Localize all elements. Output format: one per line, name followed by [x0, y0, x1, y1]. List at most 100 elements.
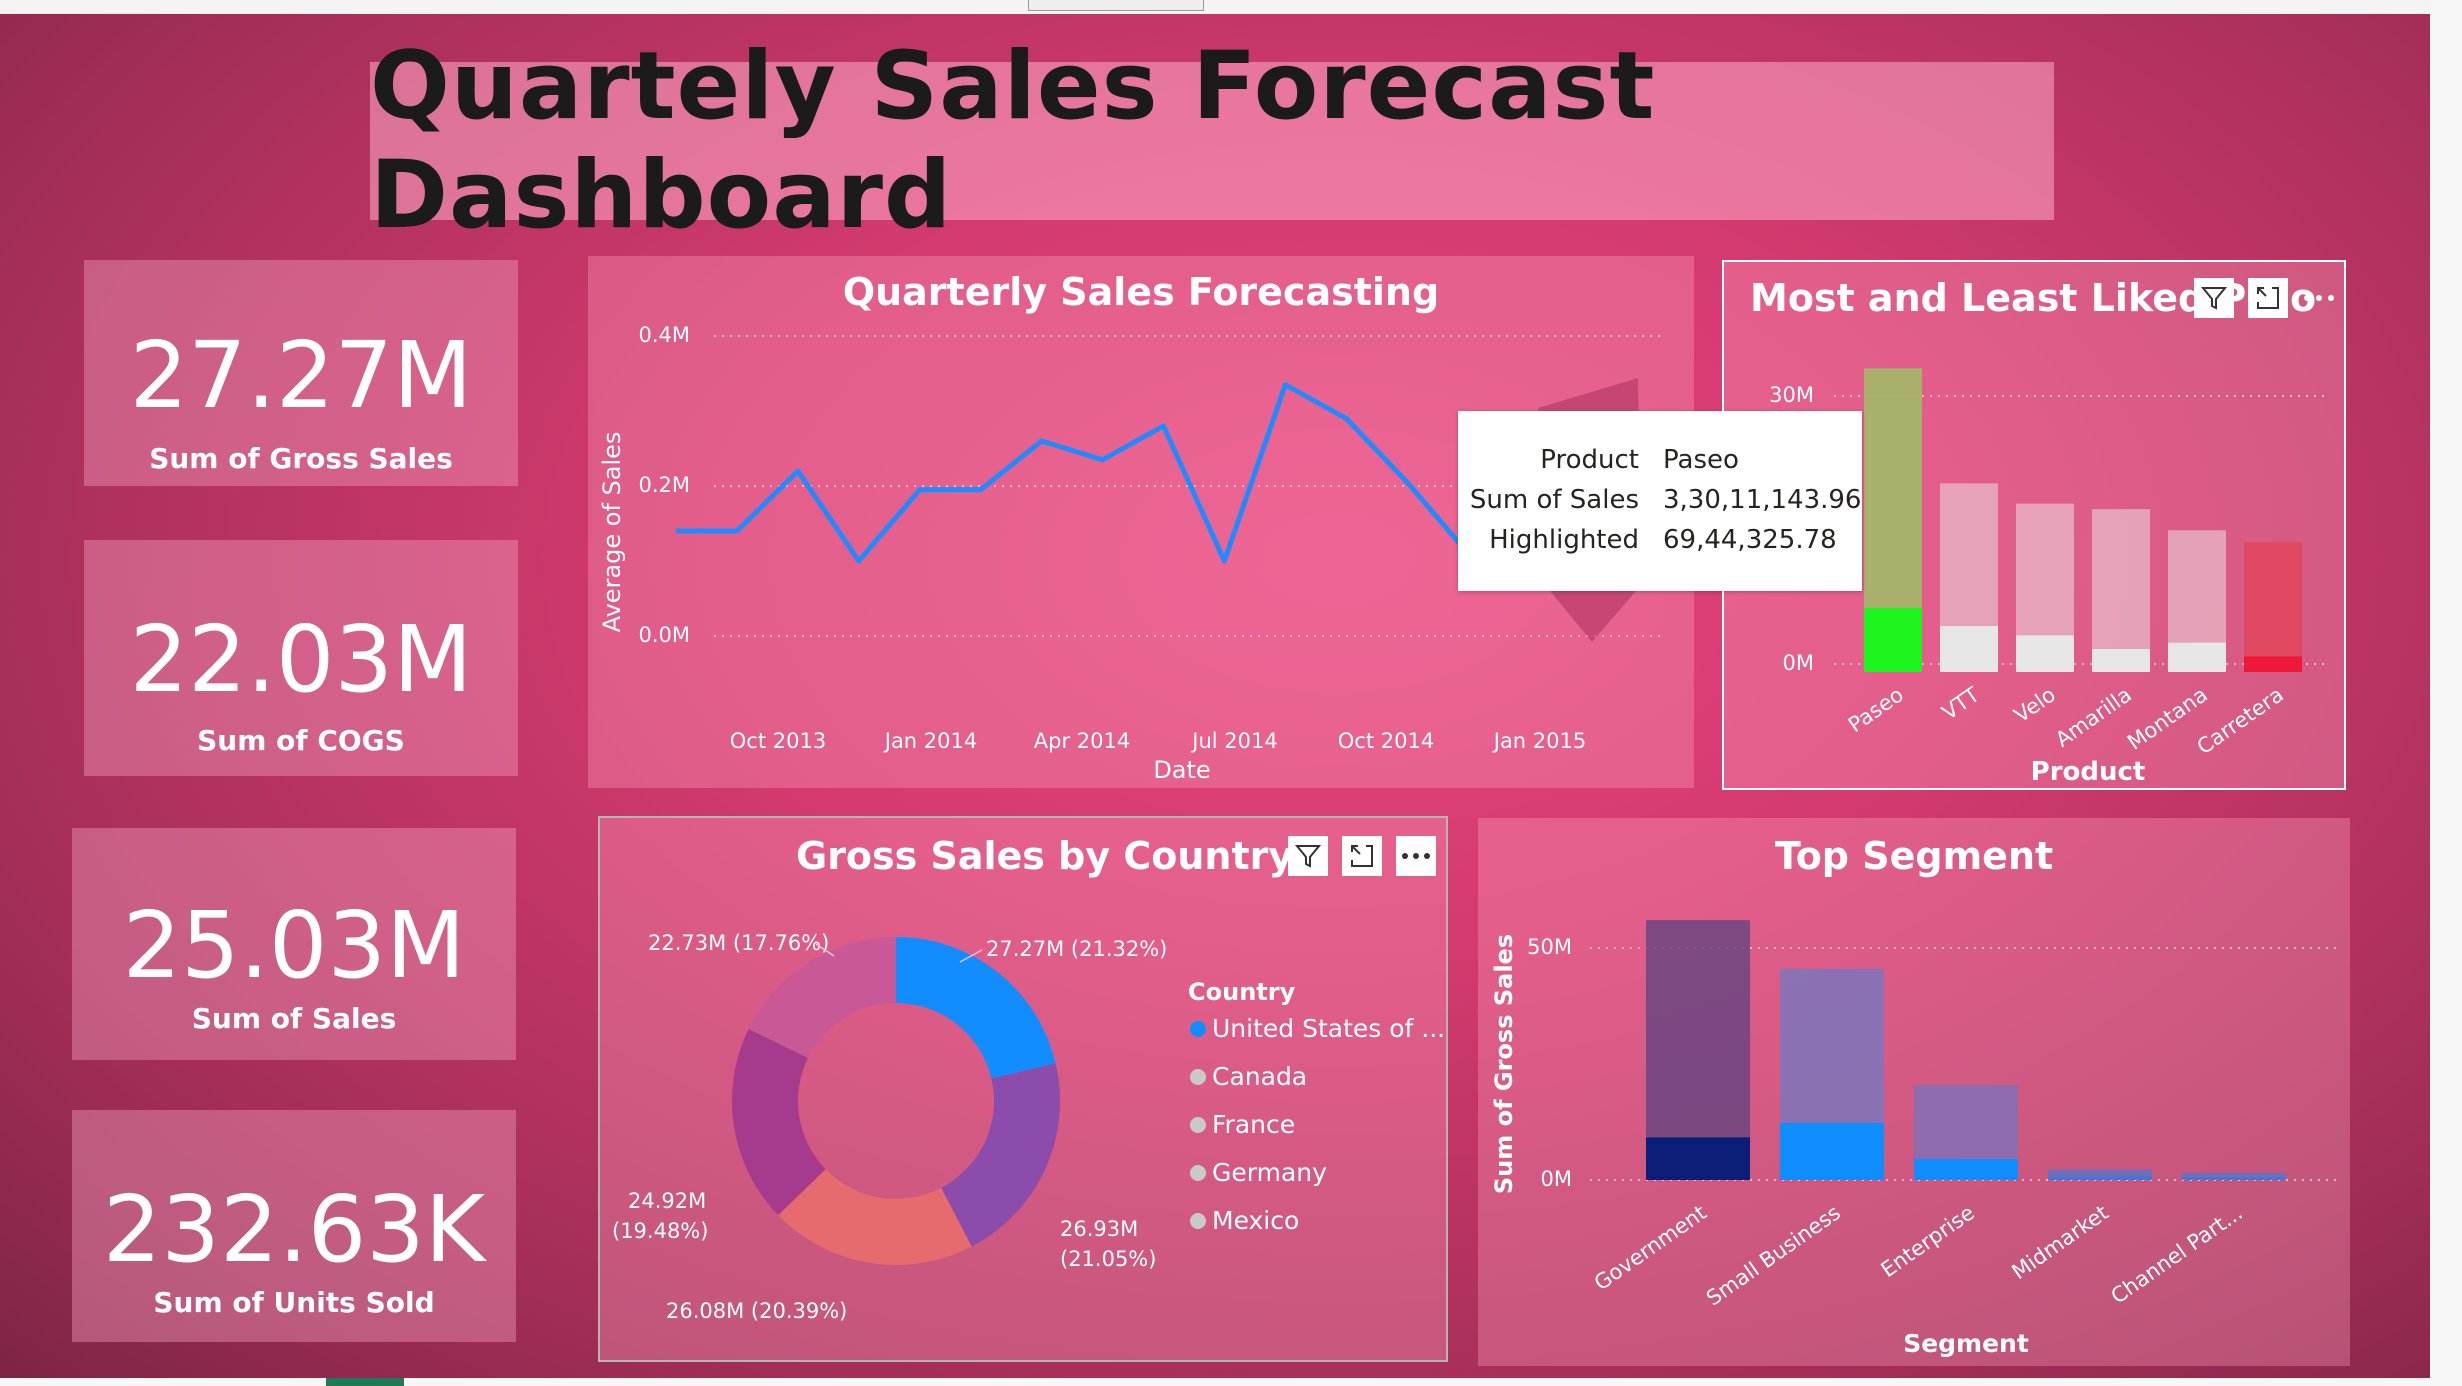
data-label-germany: (21.05%): [1060, 1247, 1156, 1271]
donut-slice: [896, 937, 1056, 1079]
x-tick-label: Channel Part...: [2107, 1200, 2247, 1308]
legend-item-france[interactable]: France: [1190, 1110, 1295, 1139]
leader-line: [815, 943, 835, 957]
filter-button[interactable]: [2194, 278, 2234, 318]
tooltip-value: Paseo: [1663, 445, 1739, 475]
kpi-value: 27.27M: [129, 322, 473, 429]
bar-highlighted: [1646, 1137, 1750, 1180]
status-mark: [326, 1378, 404, 1386]
product-chart-title-tail: o: [2290, 276, 2317, 320]
y-tick-label: 0M: [1783, 651, 1814, 675]
window-top-strip: [0, 0, 2462, 14]
legend-item-canada[interactable]: Canada: [1190, 1062, 1307, 1091]
product-chart-title: Most and Least Liked Pr: [1750, 276, 2265, 320]
segment-chart-title: Top Segment: [1774, 834, 2054, 878]
bar-total: [1646, 920, 1750, 1138]
report-canvas: Quartely Sales Forecast Dashboard 27.27M…: [0, 14, 2430, 1380]
y-tick-label: 0.0M: [638, 623, 690, 647]
more-icon: [2304, 295, 2334, 301]
legend-item-germany[interactable]: Germany: [1190, 1158, 1327, 1187]
tooltip: Product Paseo Sum of Sales 3,30,11,143.9…: [1458, 411, 1862, 591]
kpi-card-cogs[interactable]: 22.03M Sum of COGS: [84, 540, 518, 776]
y-tick-label: 30M: [1769, 383, 1814, 407]
legend-label: Canada: [1212, 1062, 1308, 1091]
line-chart-title: Quarterly Sales Forecasting: [842, 270, 1440, 314]
filter-button[interactable]: [1288, 836, 1328, 876]
x-axis-title: Segment: [1903, 1329, 2029, 1358]
window-tab[interactable]: [1028, 0, 1204, 11]
x-tick-label: Amarilla: [2051, 682, 2136, 751]
legend-dot: [1190, 1164, 1206, 1181]
filter-icon: [1295, 845, 1321, 868]
donut-chart-panel[interactable]: Gross Sales by Country 27.27M (21.32%) 2…: [598, 816, 1448, 1362]
x-tick-label: Midmarket: [2008, 1200, 2113, 1284]
expand-icon: [1351, 845, 1373, 867]
kpi-label: Sum of Units Sold: [153, 1286, 435, 1319]
data-label-usa: 27.27M (21.32%): [986, 937, 1167, 961]
kpi-label: Sum of COGS: [197, 724, 405, 757]
focus-mode-button[interactable]: [2248, 278, 2288, 318]
bar-total: [2168, 530, 2226, 643]
legend-label: United States of ...: [1212, 1014, 1446, 1043]
legend-dot: [1190, 1068, 1206, 1085]
focus-mode-button[interactable]: [1342, 836, 1382, 876]
x-axis-title: Product: [2031, 757, 2146, 787]
y-axis-title: Average of Sales: [598, 432, 626, 633]
bar-highlighted: [2182, 1177, 2286, 1180]
legend-item-usa[interactable]: United States of ...: [1190, 1014, 1445, 1043]
kpi-card-units-sold[interactable]: 232.63K Sum of Units Sold: [72, 1110, 516, 1342]
tooltip-key: Highlighted: [1489, 525, 1639, 555]
kpi-card-gross-sales[interactable]: 27.27M Sum of Gross Sales: [84, 260, 518, 486]
data-label-mexico: 26.08M (20.39%): [666, 1299, 847, 1323]
bar-total: [2016, 503, 2074, 636]
x-tick-label: Government: [1590, 1200, 1711, 1295]
window-scroll-strip: [2430, 0, 2462, 1386]
legend-dot: [1190, 1020, 1206, 1037]
bar-highlighted: [1864, 608, 1922, 672]
segment-chart-panel[interactable]: Top Segment 50M 0M Sum of Gross Sales Go…: [1478, 818, 2350, 1366]
product-chart-panel[interactable]: Most and Least Liked Pr o 30M 0M Paseo VT…: [1722, 260, 2346, 790]
data-label-france: (19.48%): [612, 1219, 708, 1243]
legend-dot: [1190, 1212, 1206, 1229]
donut-slice: [732, 1029, 826, 1216]
bar-highlighted: [1914, 1159, 2018, 1180]
tooltip-key: Sum of Sales: [1469, 485, 1639, 515]
segment-bar-chart: 50M 0M Sum of Gross Sales GovernmentSmal…: [1490, 920, 2338, 1358]
y-axis-title: Sum of Gross Sales: [1490, 934, 1518, 1194]
x-tick-label: VTT: [1938, 682, 1984, 725]
bar-total: [2048, 1169, 2152, 1177]
bar-highlighted: [1940, 626, 1998, 672]
x-tick-label: Apr 2014: [1034, 729, 1130, 753]
donut-chart-title: Gross Sales by Country: [796, 834, 1294, 878]
legend-label: France: [1212, 1110, 1296, 1139]
window-bottom-strip: [0, 1378, 2462, 1386]
x-tick-label: Oct 2013: [730, 729, 826, 753]
donut-slice: [778, 1169, 972, 1265]
kpi-label: Sum of Sales: [191, 1002, 397, 1035]
x-tick-label: Paseo: [1844, 682, 1908, 737]
data-label-germany: 26.93M: [1060, 1217, 1138, 1241]
tooltip-key: Product: [1540, 445, 1639, 475]
y-tick-label: 50M: [1527, 935, 1572, 959]
legend-label: Germany: [1212, 1158, 1327, 1187]
bar-total: [2244, 542, 2302, 657]
donut-slice: [748, 937, 896, 1058]
legend-item-mexico[interactable]: Mexico: [1190, 1206, 1299, 1235]
tooltip-value: 3,30,11,143.96: [1663, 485, 1862, 515]
product-bar-chart: 30M 0M Paseo VTT VeloAmarillaMontanaCarret…: [1769, 368, 2328, 787]
kpi-card-sales[interactable]: 25.03M Sum of Sales: [72, 828, 516, 1060]
filter-icon: [2201, 287, 2227, 310]
x-tick-label: Jan 2014: [883, 729, 978, 753]
bar-total: [1864, 368, 1922, 609]
legend-dot: [1190, 1116, 1206, 1133]
x-tick-label: Enterprise: [1877, 1200, 1979, 1282]
bar-total: [1780, 968, 1884, 1123]
donut-slices: [732, 937, 1060, 1265]
more-options-button[interactable]: [1396, 836, 1436, 876]
x-tick-label: Oct 2014: [1338, 729, 1434, 753]
dashboard-title: Quartely Sales Forecast Dashboard: [370, 32, 1656, 250]
bar-highlighted: [1780, 1122, 1884, 1180]
more-options-button[interactable]: [2298, 278, 2340, 318]
